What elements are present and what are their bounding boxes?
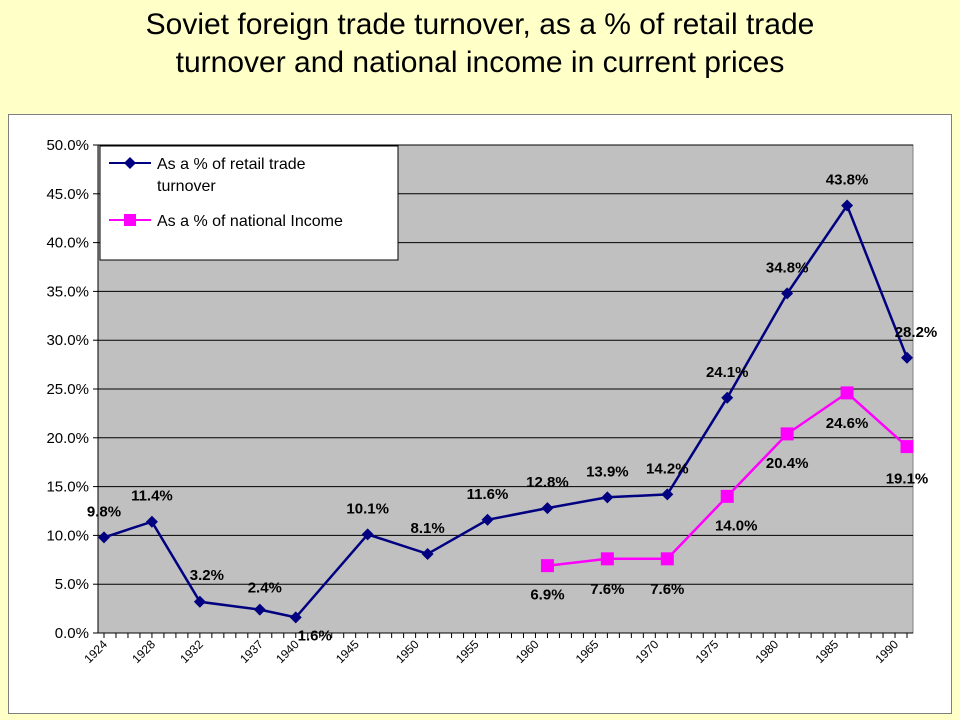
- y-tick-label: 35.0%: [46, 283, 89, 300]
- data-point-diamond: [421, 547, 434, 560]
- data-point-square: [900, 440, 914, 454]
- y-tick-label: 10.0%: [46, 527, 89, 544]
- x-tick-label: 1990: [872, 637, 901, 666]
- chart-title: Soviet foreign trade turnover, as a % of…: [0, 6, 960, 82]
- legend-label-retail-line1: As a % of retail trade: [157, 156, 306, 173]
- x-tick-label: 1950: [393, 637, 422, 666]
- data-point-diamond: [841, 199, 854, 212]
- legend-marker-square-icon: [124, 214, 136, 226]
- data-label: 7.6%: [590, 581, 624, 598]
- legend-label-retail-line2: turnover: [157, 178, 216, 195]
- data-point-diamond: [481, 513, 494, 526]
- x-tick-label: 1980: [753, 637, 782, 666]
- legend: As a % of retail trade turnover As a % o…: [99, 145, 399, 261]
- data-point-square: [600, 552, 614, 566]
- data-point-diamond: [289, 611, 302, 624]
- data-label: 11.6%: [467, 486, 509, 503]
- data-label: 14.2%: [646, 460, 689, 477]
- data-point-diamond: [145, 515, 158, 528]
- data-point-diamond: [541, 502, 554, 515]
- data-point-diamond: [361, 528, 374, 541]
- data-point-square: [660, 552, 674, 566]
- data-point-diamond: [601, 491, 614, 504]
- data-label: 20.4%: [766, 455, 809, 472]
- data-label: 3.2%: [190, 567, 224, 584]
- data-label: 28.2%: [895, 324, 938, 341]
- data-point-square: [840, 386, 854, 400]
- legend-label-national: As a % of national Income: [157, 213, 343, 230]
- data-label: 13.9%: [586, 463, 629, 480]
- y-tick-label: 45.0%: [46, 186, 89, 203]
- data-label: 34.8%: [766, 259, 809, 276]
- data-point-diamond: [661, 488, 674, 501]
- data-label: 14.0%: [715, 517, 758, 534]
- x-tick-label: 1960: [513, 637, 542, 666]
- y-tick-label: 50.0%: [46, 137, 89, 154]
- data-point-diamond: [193, 595, 206, 608]
- x-tick-label: 1932: [177, 637, 206, 666]
- data-label: 19.1%: [886, 471, 929, 488]
- legend-marker-diamond-icon: [124, 157, 136, 169]
- x-tick-label: 1928: [129, 637, 158, 666]
- data-point-diamond: [253, 603, 266, 616]
- y-tick-label: 25.0%: [46, 381, 89, 398]
- y-tick-label: 30.0%: [46, 332, 89, 349]
- data-label: 7.6%: [650, 581, 684, 598]
- data-point-square: [540, 559, 554, 573]
- data-label: 24.6%: [826, 415, 869, 432]
- data-label: 24.1%: [706, 364, 749, 381]
- data-label: 10.1%: [346, 500, 389, 517]
- x-tick-label: 1965: [573, 637, 602, 666]
- x-tick-label: 1945: [333, 637, 362, 666]
- y-tick-label: 15.0%: [46, 479, 89, 496]
- data-label: 8.1%: [410, 520, 444, 537]
- data-label: 9.8%: [87, 503, 121, 520]
- legend-box: [99, 145, 399, 261]
- chart-title-line-1: Soviet foreign trade turnover, as a % of…: [145, 8, 815, 41]
- data-label: 43.8%: [826, 172, 869, 189]
- data-point-diamond: [721, 391, 734, 404]
- y-tick-label: 20.0%: [46, 430, 89, 447]
- data-label: 11.4%: [131, 488, 173, 505]
- data-point-diamond: [781, 287, 794, 300]
- data-label: 1.6%: [298, 627, 332, 644]
- y-tick-label: 0.0%: [55, 625, 89, 642]
- x-tick-label: 1937: [237, 637, 266, 666]
- data-label: 12.8%: [526, 474, 569, 491]
- data-point-square: [780, 427, 794, 441]
- data-point-square: [720, 489, 734, 503]
- data-label: 6.9%: [530, 587, 564, 604]
- x-tick-label: 1975: [693, 637, 722, 666]
- x-tick-label: 1970: [633, 637, 662, 666]
- y-tick-label: 5.0%: [55, 576, 89, 593]
- data-point-diamond: [901, 351, 914, 364]
- chart-title-line-2: turnover and national income in current …: [175, 46, 785, 79]
- y-tick-label: 40.0%: [46, 235, 89, 252]
- data-point-diamond: [97, 531, 110, 544]
- x-tick-label: 1955: [453, 637, 482, 666]
- data-label: 2.4%: [248, 580, 282, 597]
- x-tick-label: 1985: [812, 637, 841, 666]
